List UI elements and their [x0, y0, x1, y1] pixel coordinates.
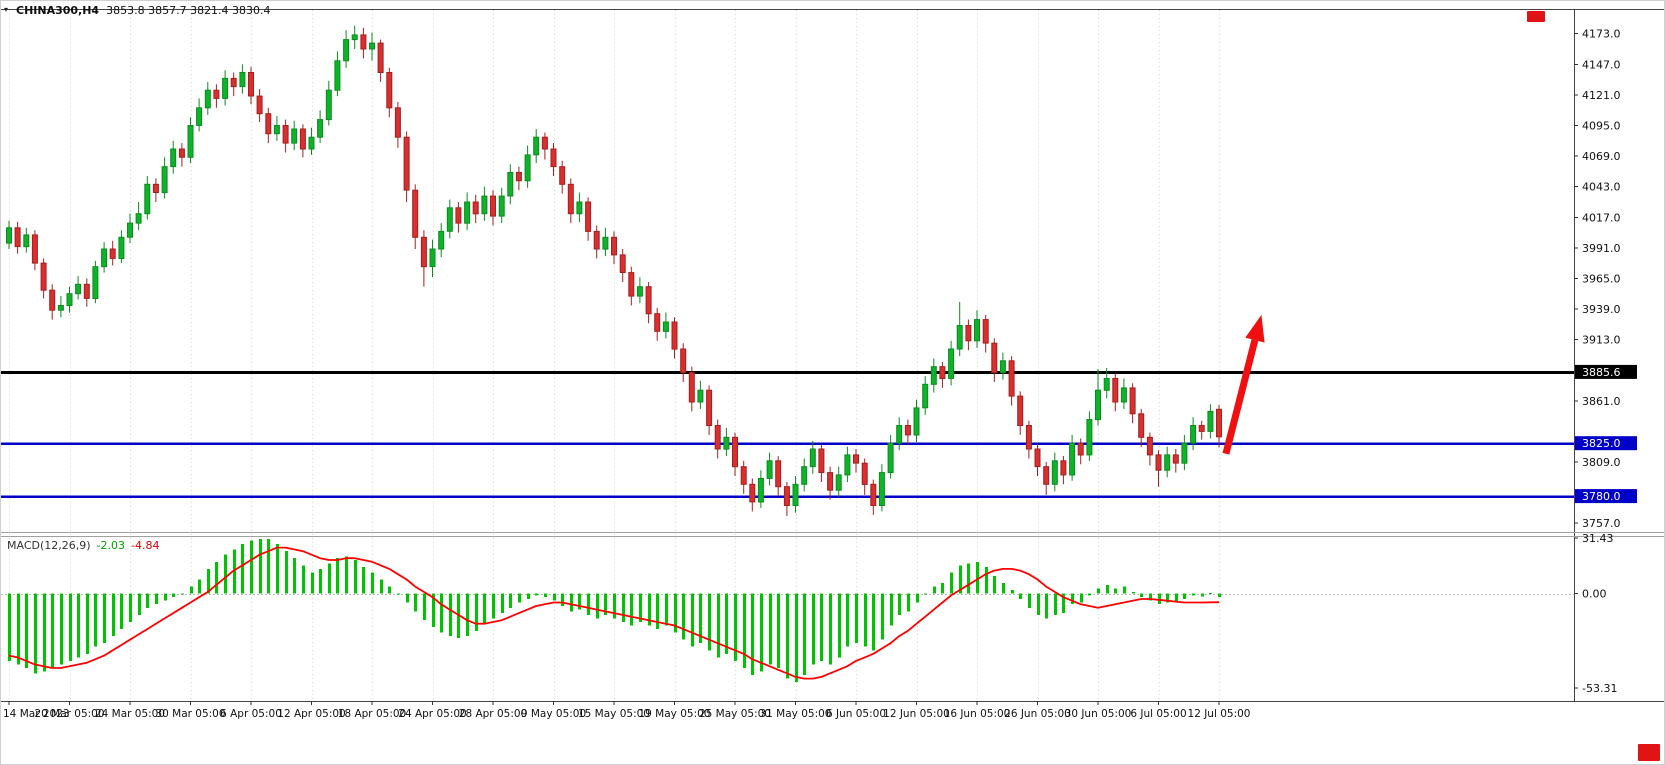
svg-text:-53.31: -53.31 — [1582, 682, 1617, 695]
watermark-badge-top — [1527, 11, 1545, 22]
svg-text:3913.0: 3913.0 — [1582, 334, 1621, 347]
svg-text:12 Apr 05:00: 12 Apr 05:00 — [277, 708, 345, 720]
svg-text:26 Jun 05:00: 26 Jun 05:00 — [1004, 708, 1071, 720]
svg-text:15 May 05:00: 15 May 05:00 — [578, 708, 650, 720]
svg-text:3965.0: 3965.0 — [1582, 272, 1621, 285]
svg-text:3780.0: 3780.0 — [1582, 490, 1621, 503]
svg-text:12 Jul 05:00: 12 Jul 05:00 — [1188, 708, 1251, 720]
svg-text:24 Apr 05:00: 24 Apr 05:00 — [398, 708, 466, 720]
svg-text:4147.0: 4147.0 — [1582, 58, 1621, 71]
symbol-dropdown-icon[interactable]: ▾ — [4, 5, 9, 14]
svg-text:16 Jun 05:00: 16 Jun 05:00 — [944, 708, 1011, 720]
svg-text:3885.6: 3885.6 — [1582, 366, 1621, 379]
watermark-badge-bottom — [1638, 744, 1660, 761]
price-badges: 3885.6 3825.0 3780.0 — [1575, 364, 1637, 504]
svg-text:3825.0: 3825.0 — [1582, 437, 1621, 450]
svg-text:19 May 05:00: 19 May 05:00 — [638, 708, 710, 720]
svg-text:3757.0: 3757.0 — [1582, 517, 1621, 530]
macd-main-value: -2.03 — [96, 539, 126, 552]
svg-text:3809.0: 3809.0 — [1582, 456, 1621, 469]
svg-text:30 Jun 05:00: 30 Jun 05:00 — [1065, 708, 1132, 720]
svg-text:4095.0: 4095.0 — [1582, 120, 1621, 133]
svg-text:3939.0: 3939.0 — [1582, 303, 1621, 316]
macd-name: MACD(12,26,9) — [7, 539, 91, 552]
svg-text:4017.0: 4017.0 — [1582, 211, 1621, 224]
svg-text:9 May 05:00: 9 May 05:00 — [521, 708, 586, 720]
svg-text:3861.0: 3861.0 — [1582, 395, 1621, 408]
svg-text:14 Mar 2023: 14 Mar 2023 — [3, 708, 70, 720]
candles-layer — [6, 25, 1222, 517]
macd-signal-value: -4.84 — [131, 539, 160, 552]
indicator-separator[interactable] — [1, 532, 1665, 537]
svg-text:18 Apr 05:00: 18 Apr 05:00 — [338, 708, 406, 720]
svg-text:6 Apr 05:00: 6 Apr 05:00 — [220, 708, 282, 720]
ohlc-values: 3853.8 3857.7 3821.4 3830.4 — [106, 4, 271, 17]
svg-text:31.43: 31.43 — [1582, 532, 1614, 545]
svg-text:6 Jun 05:00: 6 Jun 05:00 — [826, 708, 886, 720]
svg-text:30 Mar 05:00: 30 Mar 05:00 — [155, 708, 225, 720]
svg-text:4121.0: 4121.0 — [1582, 89, 1621, 102]
svg-text:3991.0: 3991.0 — [1582, 242, 1621, 255]
symbol-name: CHINA300,H4 — [16, 4, 100, 17]
trend-arrow[interactable] — [1222, 314, 1265, 455]
symbol-label: CHINA300,H4 3853.8 3857.7 3821.4 3830.4 — [16, 4, 271, 17]
svg-text:0.00: 0.00 — [1582, 588, 1607, 601]
panel-borders — [1, 9, 1664, 702]
svg-text:24 Mar 05:00: 24 Mar 05:00 — [95, 708, 165, 720]
svg-text:31 May 05:00: 31 May 05:00 — [759, 708, 831, 720]
svg-text:4069.0: 4069.0 — [1582, 150, 1621, 163]
svg-text:6 Jul 05:00: 6 Jul 05:00 — [1130, 708, 1186, 720]
svg-text:4043.0: 4043.0 — [1582, 181, 1621, 194]
price-axis[interactable]: 4173.0 4147.0 4121.0 4095.0 4069.0 4043.0 4017… — [1574, 28, 1621, 695]
svg-text:12 Jun 05:00: 12 Jun 05:00 — [883, 708, 950, 720]
svg-text:28 Apr 05:00: 28 Apr 05:00 — [459, 708, 527, 720]
svg-text:20 Mar 05:00: 20 Mar 05:00 — [34, 708, 104, 720]
svg-text:25 May 05:00: 25 May 05:00 — [699, 708, 771, 720]
macd-signal-line — [8, 546, 1220, 680]
svg-text:4173.0: 4173.0 — [1582, 28, 1621, 41]
macd-histogram — [8, 538, 1221, 683]
macd-indicator-label: MACD(12,26,9) -2.03 -4.84 — [7, 539, 159, 552]
